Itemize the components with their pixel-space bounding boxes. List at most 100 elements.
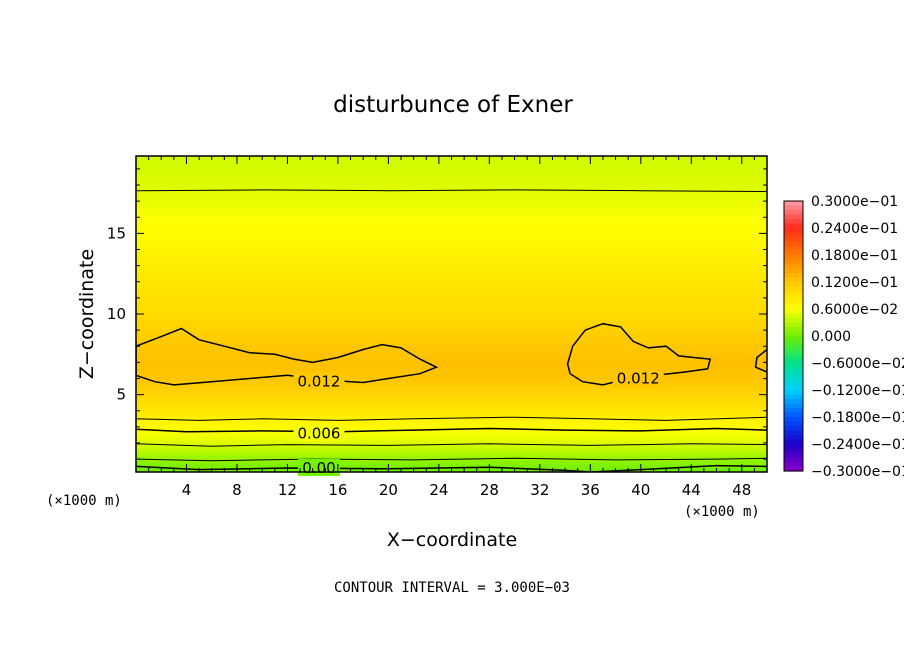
field-band [136,328,767,333]
colorbar-label: −0.2400e−01 [811,437,904,453]
colorbar-swatch [784,336,803,342]
field-band [136,280,767,285]
contour-line [136,427,767,433]
field-band [136,316,767,321]
colorbar-swatch [784,214,803,220]
contour-line [754,348,767,373]
y-axis-label: Z−coordinate [76,249,98,379]
colorbar-swatch [784,399,803,405]
field-band [136,444,767,449]
colorbar-swatch [784,345,803,351]
colorbar-swatch [784,466,803,472]
x-tick-label: 48 [732,481,751,499]
field-band [136,372,767,377]
field-band [136,168,767,173]
colorbar-swatch [784,331,803,337]
x-tick-label: 32 [530,481,549,499]
colorbar-swatch [784,295,803,301]
field-band [136,304,767,309]
x-tick-label: 28 [480,481,499,499]
field-band [136,276,767,281]
field-band [136,448,767,453]
field-band [136,180,767,185]
contour-label-bg [293,424,345,442]
colorbar-swatch [784,250,803,256]
contour-line [566,322,712,386]
contour-line [136,416,767,421]
contour-label: 0.012 [617,369,660,387]
field-band [136,260,767,265]
field-band [136,340,767,345]
field-band [136,460,767,465]
field-band [136,408,767,413]
colorbar-swatch [784,210,803,216]
colorbar-swatch [784,367,803,373]
x-tick-label: 40 [631,481,650,499]
x-tick-label: 16 [328,481,347,499]
colorbar-swatch [784,448,803,454]
colorbar-swatch [784,259,803,265]
field-band [136,332,767,337]
contour-interval-note: CONTOUR INTERVAL = 3.000E−03 [334,580,570,596]
field-band [136,400,767,405]
field-band [136,292,767,297]
colorbar-swatch [784,435,803,441]
contour-label: 0.012 [298,373,341,391]
field-band [136,392,767,397]
field-band [136,324,767,329]
colorbar-swatch [784,282,803,288]
colorbar-swatch [784,430,803,436]
colorbar-swatch [784,237,803,243]
field-band [136,380,767,385]
colorbar-swatch [784,322,803,328]
field-band [136,164,767,169]
field-band [136,456,767,461]
field-band [136,368,767,373]
field-band [136,404,767,409]
field-band [136,432,767,437]
colorbar-swatch [784,462,803,468]
y-axis-unit: (×1000 m) [46,493,122,509]
contour-label-bg [293,372,345,390]
field-band [136,224,767,229]
colorbar-swatch [784,277,803,283]
contour-max-region [136,328,437,385]
colorbar-swatch [784,268,803,274]
field-band [136,236,767,241]
colorbar-label: −0.6000e−02 [811,356,904,372]
colorbar-swatch [784,246,803,252]
colorbar-label: −0.1200e−01 [811,383,904,399]
field-band [136,424,767,429]
contour-max-region [567,323,711,385]
colorbar-swatch [784,255,803,261]
colorbar-label: 0.3000e−01 [811,194,898,210]
field-band [136,396,767,401]
colorbar-label: 0.2400e−01 [811,221,898,237]
field-band [136,252,767,257]
x-tick-label: 4 [182,481,192,499]
colorbar-label: 0.1800e−01 [811,248,898,264]
y-tick-label: 10 [107,305,126,323]
colorbar-swatch [784,300,803,306]
contour-line [136,189,767,192]
colorbar-swatch [784,205,803,211]
field-band [136,436,767,441]
colorbar-swatch [784,394,803,400]
colorbar-swatch [784,286,803,292]
x-tick-label: 24 [429,481,448,499]
field-band [136,360,767,365]
contour-line [136,443,767,447]
contour-line [136,457,767,462]
field-band [136,388,767,393]
x-tick-label: 12 [278,481,297,499]
colorbar-swatch [784,439,803,445]
colorbar-swatch [784,291,803,297]
x-tick-label: 36 [581,481,600,499]
colorbar-label: −0.1800e−01 [811,410,904,426]
colorbar-label: 0.1200e−01 [811,275,898,291]
field-band [136,208,767,213]
colorbar-swatch [784,421,803,427]
contour-label-bg [612,369,664,387]
field-band [136,196,767,201]
x-tick-label: 8 [232,481,242,499]
